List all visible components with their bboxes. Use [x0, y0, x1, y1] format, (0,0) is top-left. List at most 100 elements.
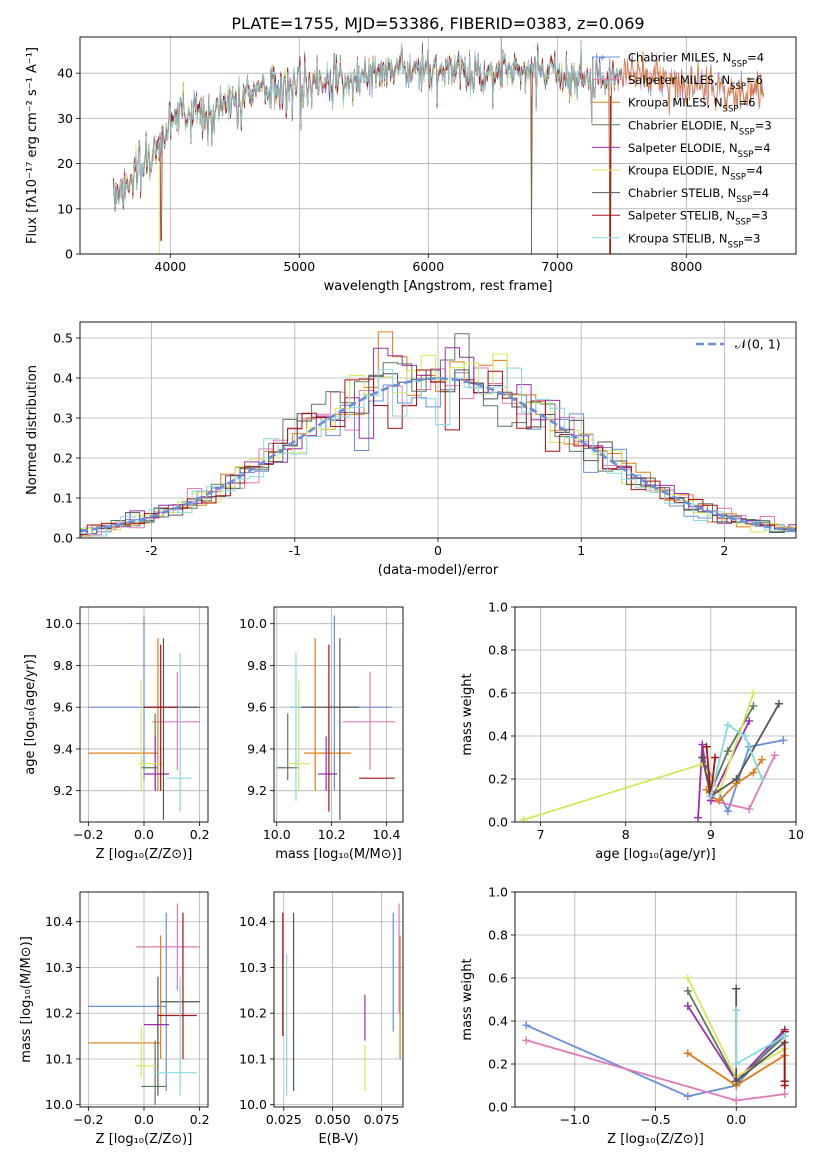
- x-axis-label: Z [log₁₀(Z/Z⊙)]: [96, 1132, 193, 1147]
- y-tick-label: 10.1: [239, 1051, 267, 1066]
- legend-entry-suffix: =4: [747, 51, 764, 65]
- data-point-marker: [749, 701, 758, 710]
- axes-frame: [514, 606, 797, 823]
- axes-frame: [79, 36, 797, 255]
- x-tick-label: 0.0: [726, 1112, 746, 1127]
- data-point-marker: [683, 986, 692, 995]
- y-tick-label: 10.3: [45, 960, 73, 975]
- weight-line: [701, 703, 780, 798]
- data-point-marker: [732, 1006, 741, 1015]
- y-tick-label: 0.5: [53, 331, 73, 346]
- y-tick-label: 0.2: [53, 451, 73, 466]
- spectrum-panel: 4000 5000 6000 7000 8000 0 10 20 30 40 wavelength …: [25, 36, 797, 294]
- data-point-marker: [732, 984, 741, 993]
- data-point-marker: [749, 768, 758, 777]
- y-axis-label: mass [log₁₀(M/M⊙)]: [19, 936, 34, 1063]
- x-axis-label: Z [log₁₀(Z/Z⊙)]: [607, 1132, 704, 1147]
- x-tick-label: 10: [788, 827, 804, 842]
- data-point-marker: [779, 736, 788, 745]
- legend-entry-suffix: =3: [755, 118, 772, 132]
- y-tick-label: 0.6: [488, 971, 508, 986]
- x-tick-label: -2: [145, 543, 157, 558]
- y-tick-label: 0.0: [488, 1100, 508, 1115]
- x-tick-label: −0.2: [73, 827, 103, 842]
- y-tick-label: 0: [65, 247, 73, 262]
- x-tick-label: 10.4: [373, 827, 401, 842]
- mass_vs_z-panel: −0.2 0.0 0.2 10.0 10.1 10.2 10.3 10.4 Z [log₁₀(Z…: [19, 891, 210, 1147]
- legend-entry-text: Chabrier ELODIE, N: [628, 118, 739, 132]
- data-point-marker: [683, 1049, 692, 1058]
- y-tick-label: 0.2: [488, 1057, 508, 1072]
- spectrum-line-salpeter-elodie: [113, 42, 622, 212]
- legend-entry-suffix: =3: [743, 231, 760, 245]
- spectrum-line-chabrier-stelib: [113, 42, 622, 210]
- y-tick-label: 9.8: [247, 658, 267, 673]
- mass_vs_ebv-plot: [282, 903, 401, 1096]
- spectrum-line-kroupa-stelib: [113, 43, 622, 207]
- x-axis-label: (data-model)/error: [378, 563, 499, 578]
- age_vs_mass-panel: 10.0 10.2 10.4 9.2 9.4 9.6 9.8 10.0 mass [log₁₀(…: [239, 606, 404, 862]
- x-tick-label: 7000: [541, 259, 573, 274]
- y-tick-label: 20: [57, 156, 73, 171]
- data-point-marker: [732, 1077, 741, 1086]
- legend-entry-suffix: =6: [746, 73, 763, 87]
- legend-entry: Chabrier ELODIE, NSSP=3: [628, 118, 772, 137]
- histogram-salpeter-elodie: [80, 347, 796, 535]
- legend-entry-subscript: SSP: [739, 127, 755, 137]
- spectrum-line-kroupa-elodie: [113, 44, 622, 254]
- legend-entry: 𝒩(0, 1): [735, 337, 781, 352]
- y-tick-label: 0.0: [53, 531, 73, 546]
- data-point-marker: [683, 1001, 692, 1010]
- y-tick-label: 0.4: [53, 371, 73, 386]
- legend-entry-subscript: SSP: [736, 195, 752, 205]
- data-point-marker: [774, 699, 783, 708]
- figure-title: PLATE=1755, MJD=53386, FIBERID=0383, z=0…: [231, 14, 644, 33]
- weight-line: [523, 692, 755, 821]
- histogram-salpeter-stelib: [80, 369, 796, 535]
- weight_vs_age-panel: 7 8 9 10 0.0 0.2 0.4 0.6 0.8 1.0 age [log₁₀(age/yr…: [460, 600, 804, 863]
- data-point-marker: [698, 740, 707, 749]
- legend-entry-suffix: =4: [754, 141, 771, 155]
- legend-entry-subscript: SSP: [731, 60, 747, 70]
- data-point-marker: [522, 1036, 531, 1045]
- legend-entry-text: Kroupa STELIB, N: [628, 231, 728, 245]
- y-tick-label: 0.4: [488, 1014, 508, 1029]
- x-tick-label: 6000: [412, 259, 444, 274]
- weight_vs_z-plot: [522, 974, 789, 1105]
- age_vs_z-panel: −0.2 0.0 0.2 9.2 9.4 9.6 9.8 10.0 Z [log₁₀(Z/Z⊙)…: [23, 606, 210, 862]
- data-point-marker: [770, 751, 779, 760]
- y-tick-label: 10.4: [239, 914, 267, 929]
- y-tick-label: 10.3: [239, 960, 267, 975]
- legend-entry-text: Chabrier MILES, N: [628, 51, 731, 65]
- legend-entry-subscript: SSP: [738, 150, 754, 160]
- y-tick-label: 9.4: [53, 741, 73, 756]
- legend-entry: Kroupa STELIB, NSSP=3: [628, 231, 760, 250]
- x-tick-label: 0.2: [190, 827, 210, 842]
- legend-entry-text: Salpeter ELODIE, N: [628, 141, 738, 155]
- legend-entry-text: Salpeter MILES, N: [628, 73, 730, 87]
- legend-entry-text: Chabrier STELIB, N: [628, 186, 736, 200]
- legend-entry-suffix: =4: [746, 164, 763, 178]
- data-point-marker: [780, 1032, 789, 1041]
- y-tick-label: 10.0: [45, 616, 73, 631]
- data-point-marker: [702, 742, 711, 751]
- y-tick-label: 40: [57, 66, 73, 81]
- x-tick-label: 5000: [283, 259, 315, 274]
- y-tick-label: 9.6: [53, 700, 73, 715]
- x-axis-label: Z [log₁₀(Z/Z⊙)]: [96, 847, 193, 862]
- data-point-marker: [732, 1060, 741, 1068]
- residuals-plot: [80, 331, 796, 537]
- data-point-marker: [711, 753, 720, 762]
- data-point-marker: [723, 747, 732, 756]
- data-point-marker: [698, 753, 707, 762]
- y-tick-label: 9.2: [247, 783, 267, 798]
- legend-entry: Salpeter ELODIE, NSSP=4: [628, 141, 771, 160]
- data-point-marker: [740, 732, 749, 740]
- x-tick-label: 8: [622, 827, 630, 842]
- y-tick-label: 0.6: [488, 686, 508, 701]
- legend-entry-subscript: SSP: [735, 218, 751, 228]
- data-point-marker: [723, 807, 732, 816]
- y-axis-label: mass weight: [460, 958, 475, 1040]
- x-tick-label: 0.2: [190, 1112, 210, 1127]
